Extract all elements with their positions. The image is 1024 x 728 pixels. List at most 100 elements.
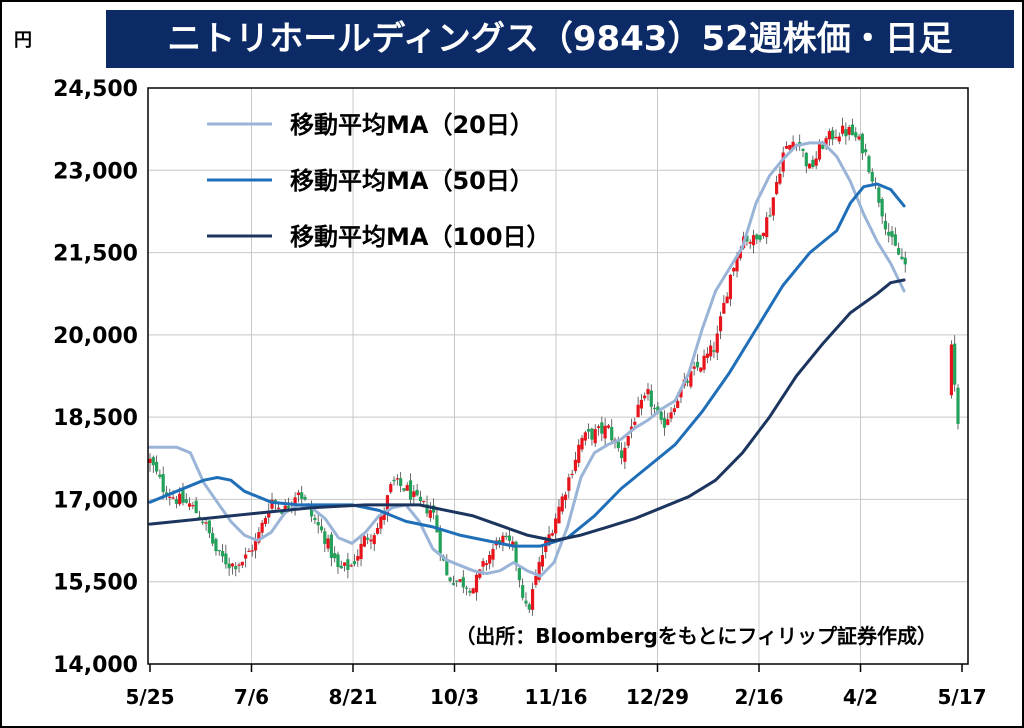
candle-down [468,590,472,593]
candle-down [161,474,165,493]
candle-up [735,255,739,272]
candle-up [814,158,818,166]
x-tick-label: 7/6 [234,685,269,709]
candle-up [771,197,775,216]
x-tick-label: 2/16 [734,685,783,709]
y-tick-label: 18,500 [53,406,138,431]
candle-down [685,380,690,383]
candle-down [695,361,700,368]
candle-up [778,173,782,184]
candle-down [854,132,858,138]
candle-up [372,535,376,545]
candle-up [277,507,281,509]
candle-down [408,480,413,500]
plot-border [147,87,969,665]
candle-down [745,235,749,242]
candle-down [870,171,874,182]
candle-up [626,435,630,446]
candle-up [676,400,680,408]
candle-down [831,130,835,140]
candle-up [550,533,554,536]
candle-up [583,432,587,441]
candle-up [191,505,195,507]
source-note: （出所：Bloombergをもとにフィリップ証券作成） [455,624,937,648]
candle-up [639,399,643,409]
candle-up [633,421,637,425]
y-tick-label: 15,500 [53,571,138,596]
candle-up [293,497,297,508]
candle-up [817,144,822,160]
candle-down [366,537,370,540]
y-unit-label: 円 [14,30,32,51]
candle-up [827,131,831,140]
candle-down [880,199,884,217]
candle-up [428,510,432,518]
candle-up [458,579,462,582]
candle-down [151,457,155,466]
candle-down [435,515,439,533]
candle-down [329,534,333,558]
candle-down [174,499,178,504]
candle-up [530,589,535,610]
candle-up [669,412,673,419]
candle-up [263,517,268,524]
candle-up [204,522,208,524]
candle-up [857,136,861,140]
candle-up [560,496,564,512]
candle-up [244,554,248,559]
candle-up [491,548,495,560]
candle-up [240,561,244,566]
candle-down [755,234,759,240]
x-tick-label: 5/25 [125,685,174,709]
candle-down [220,551,225,557]
candle-down [227,563,231,569]
candle-down [864,149,868,153]
candle-up [728,274,733,300]
candle-down [448,577,452,581]
candle-down [656,406,660,414]
candle-down [425,504,429,514]
candle-up [593,429,597,444]
candle-up [824,138,828,146]
candle-down [280,511,284,514]
candle-up [478,569,482,578]
candle-down [768,215,772,217]
candle-up [834,136,838,139]
candle-up [689,371,693,387]
x-tick-label: 8/21 [328,685,377,709]
candle-down [313,517,317,521]
candle-down [900,256,904,259]
candle-down [524,600,528,604]
candle-down [399,478,403,486]
candle-down [521,585,525,598]
candle-down [887,231,891,236]
candle-up [349,565,353,567]
candle-down [339,565,343,569]
ma-line-1 [148,182,906,548]
candle-down [801,148,805,151]
candle-down [883,220,888,230]
candle-up [807,163,812,169]
candle-up [577,444,581,463]
candle-up [643,395,647,399]
candle-up [646,389,650,395]
candle-down [956,387,960,424]
y-tick-label: 20,000 [53,324,138,349]
candle-up [847,127,851,135]
candle-up [237,564,241,566]
candle-up [722,302,726,314]
legend-label: 移動平均MA（20日） [290,111,534,139]
candle-down [211,533,215,544]
candle-up [481,561,485,567]
ma-line-0 [148,141,906,578]
candle-up [672,408,676,413]
candle-down [346,559,350,570]
candle-up [709,345,713,357]
candle-down [323,531,327,544]
candle-up [296,492,301,496]
candle-down [217,550,221,552]
candle-up [267,511,271,518]
candle-up [511,541,515,545]
